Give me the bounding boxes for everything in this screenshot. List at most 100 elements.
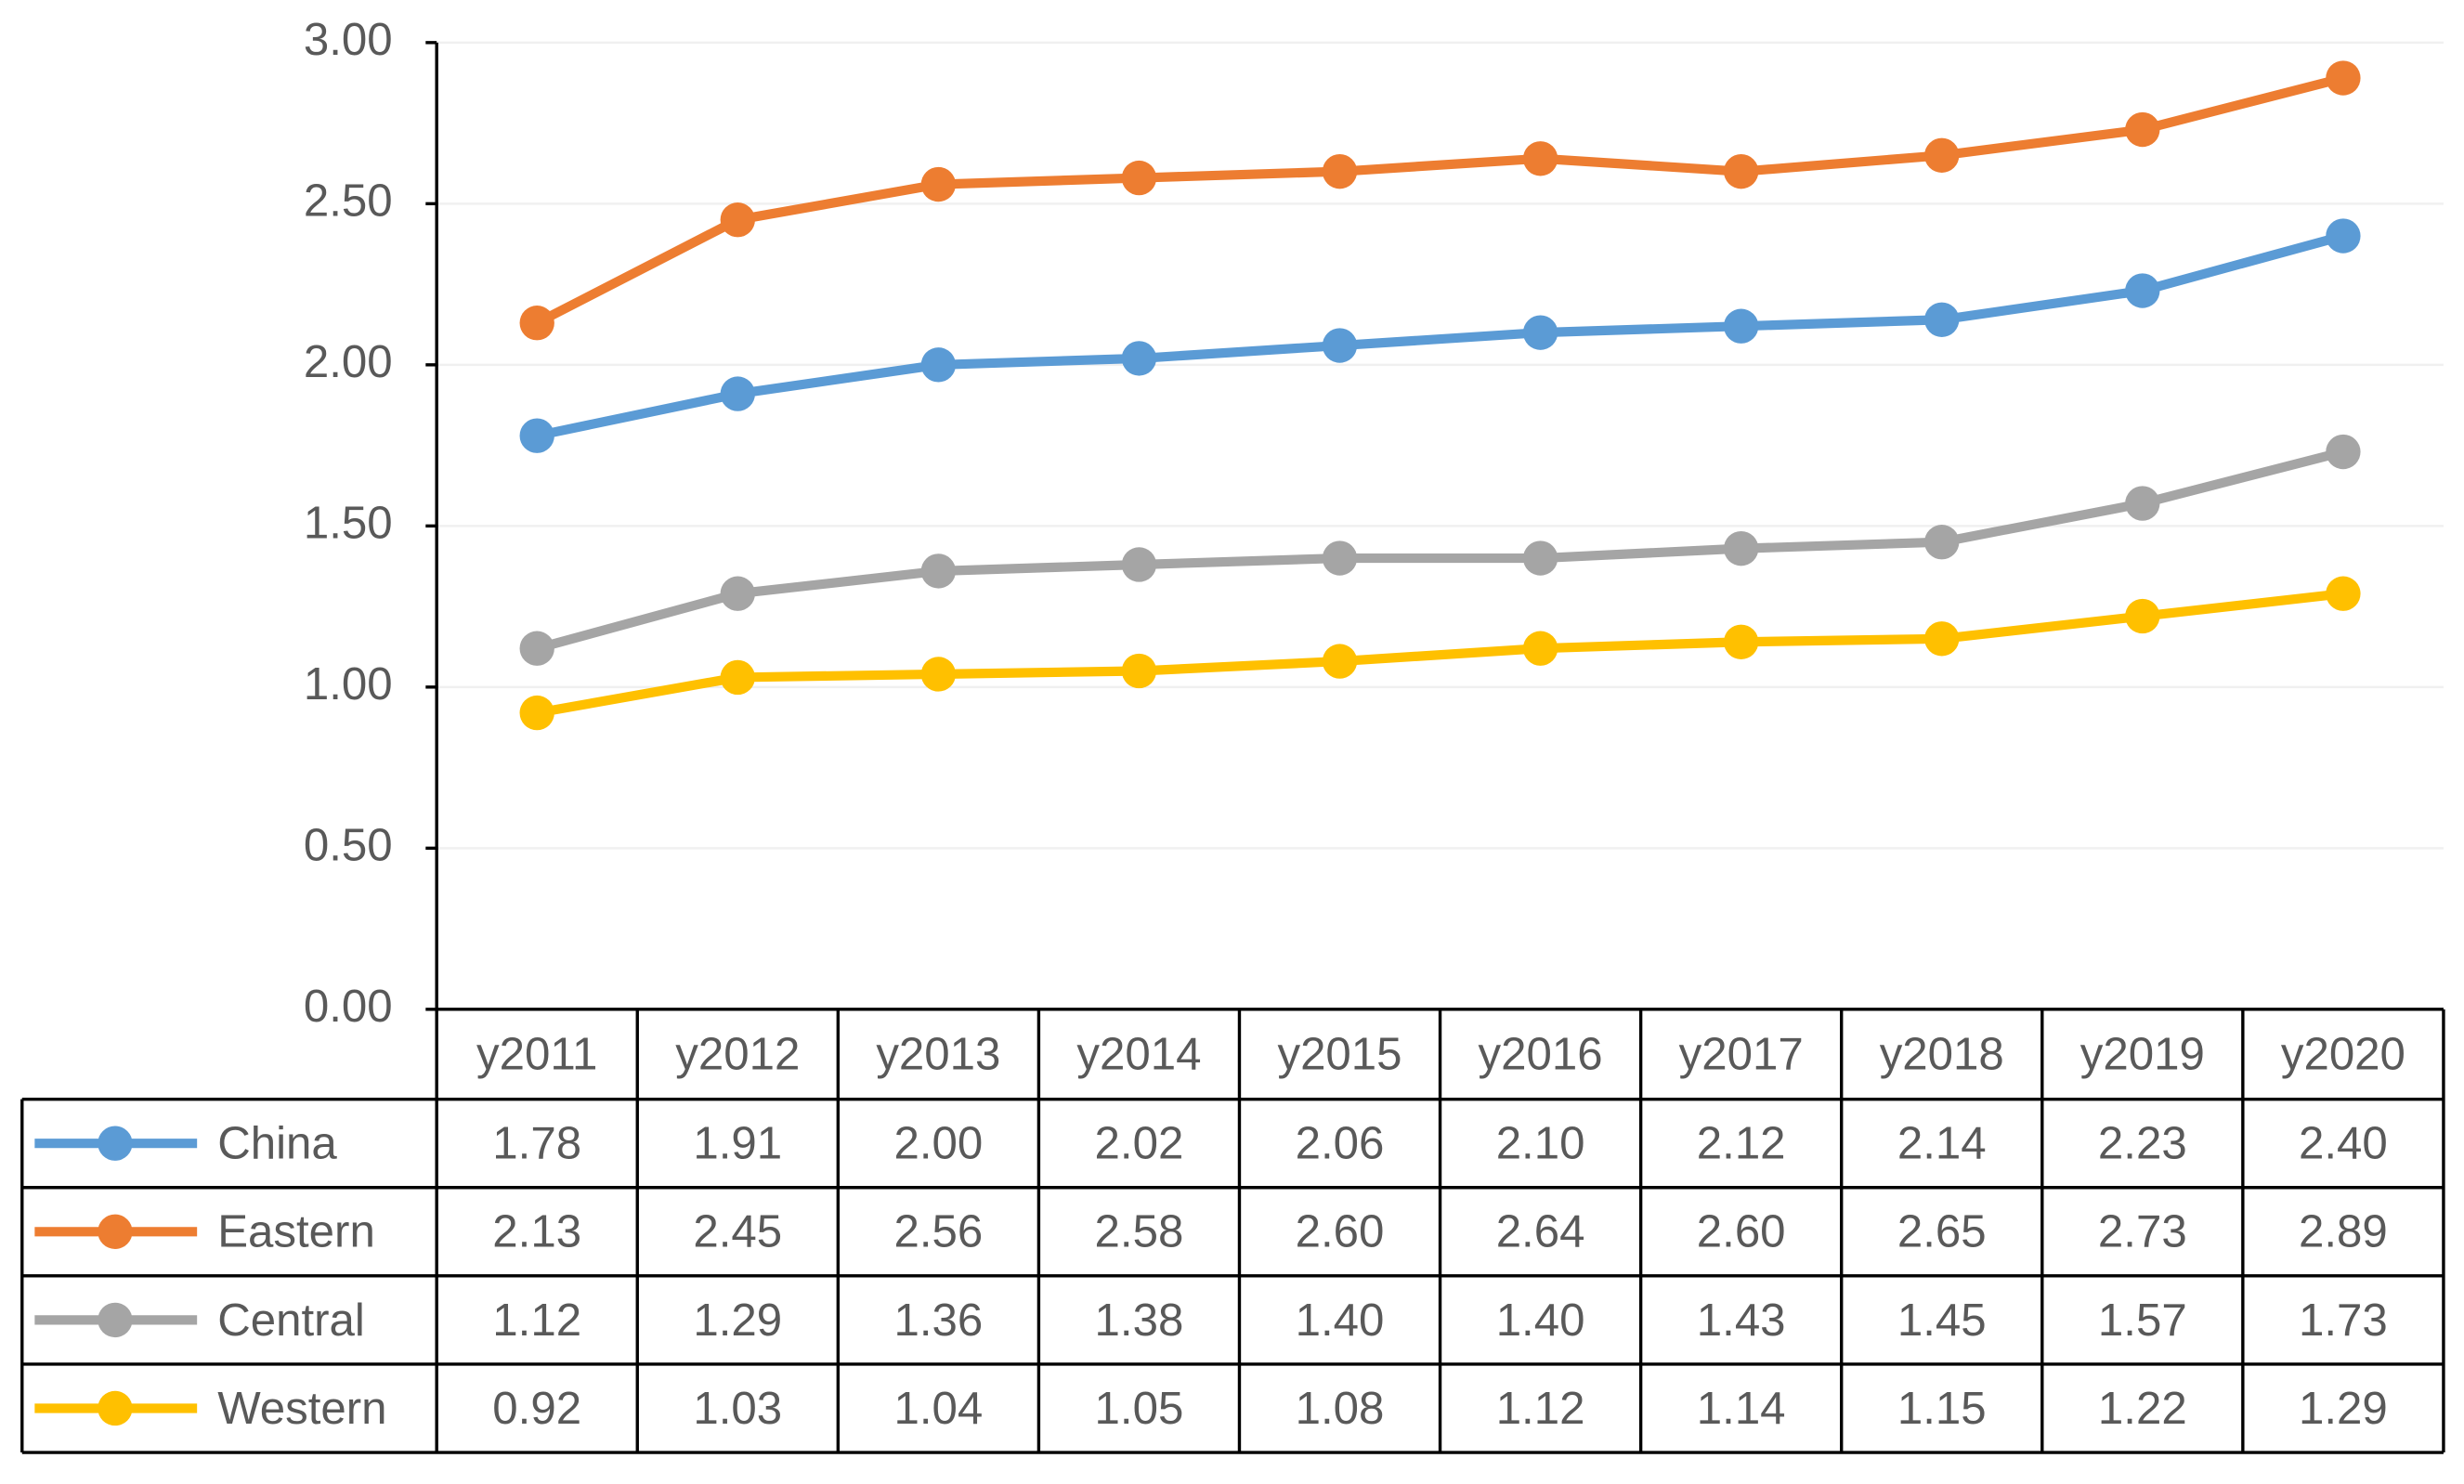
series-line [536, 231, 2345, 441]
y-tick-label: 1.50 [304, 497, 393, 548]
table-cell: 1.22 [2098, 1383, 2187, 1434]
data-point [519, 418, 554, 453]
data-point [2326, 218, 2361, 254]
data-point [1522, 141, 1558, 176]
x-tick-label: y2015 [1277, 1029, 1401, 1080]
table-cell: 2.45 [693, 1206, 782, 1257]
table-cell: 2.60 [1697, 1206, 1786, 1257]
data-point [1121, 653, 1157, 689]
legend-marker [98, 1214, 133, 1249]
table-cell: 1.29 [2299, 1383, 2388, 1434]
legend-label: Central [217, 1295, 365, 1346]
y-tick-label: 3.00 [304, 14, 393, 65]
table-cell: 1.05 [1095, 1383, 1184, 1434]
y-tick-label: 1.00 [304, 658, 393, 709]
data-point [1723, 308, 1759, 344]
data-point [1723, 624, 1759, 659]
data-point [920, 166, 957, 202]
y-tick-label: 2.00 [304, 336, 393, 387]
table-cell: 2.56 [893, 1206, 983, 1257]
data-point [2125, 598, 2160, 634]
table-cell: 1.14 [1697, 1383, 1786, 1434]
x-tick-label: y2017 [1679, 1029, 1804, 1080]
data-point [920, 553, 957, 589]
legend-label: China [217, 1118, 337, 1169]
data-point [1121, 547, 1157, 582]
legend-marker [98, 1302, 133, 1338]
table-cell: 2.58 [1095, 1206, 1184, 1257]
data-point [720, 376, 755, 411]
table-cell: 0.92 [492, 1383, 581, 1434]
table-cell: 2.02 [1095, 1118, 1184, 1169]
data-point [1924, 302, 1960, 337]
table-cell: 2.73 [2098, 1206, 2187, 1257]
x-tick-label: y2020 [2281, 1029, 2405, 1080]
data-point [920, 657, 957, 692]
data-point [519, 631, 554, 666]
data-point [1322, 540, 1358, 576]
x-tick-label: y2016 [1479, 1029, 1603, 1080]
series-line [534, 73, 2345, 328]
x-tick-label: y2018 [1880, 1029, 2004, 1080]
table-cell: 1.36 [893, 1295, 983, 1346]
table-cell: 2.23 [2098, 1118, 2187, 1169]
table-cell: 2.14 [1897, 1118, 1987, 1169]
table-cell: 1.29 [693, 1295, 782, 1346]
x-tick-label: y2019 [2080, 1029, 2205, 1080]
data-point [720, 576, 755, 611]
table-cell: 2.64 [1496, 1206, 1585, 1257]
table-cell: 2.00 [893, 1118, 983, 1169]
table-cell: 2.89 [2299, 1206, 2388, 1257]
table-cell: 1.08 [1296, 1383, 1385, 1434]
table-cell: 1.45 [1897, 1295, 1987, 1346]
table-cell: 2.65 [1897, 1206, 1987, 1257]
table-cell: 2.40 [2299, 1118, 2388, 1169]
table-cell: 1.12 [492, 1295, 581, 1346]
data-point [2326, 434, 2361, 470]
table-cell: 2.12 [1697, 1118, 1786, 1169]
table-cell: 1.40 [1496, 1295, 1585, 1346]
table-cell: 1.03 [693, 1383, 782, 1434]
data-point [920, 347, 957, 383]
table-cell: 2.60 [1296, 1206, 1385, 1257]
data-point [2326, 60, 2361, 96]
series-line [535, 447, 2345, 654]
x-tick-label: y2012 [675, 1029, 800, 1080]
series-line [536, 589, 2344, 718]
data-point [1121, 341, 1157, 376]
table-cell: 1.15 [1897, 1383, 1987, 1434]
table-cell: 1.38 [1095, 1295, 1184, 1346]
data-point [1924, 525, 1960, 560]
data-point [2125, 486, 2160, 521]
data-point [720, 202, 755, 238]
data-point [1924, 137, 1960, 173]
x-tick-label: y2014 [1076, 1029, 1201, 1080]
table-cell: 1.40 [1296, 1295, 1385, 1346]
x-tick-label: y2011 [476, 1029, 597, 1080]
data-point [1522, 315, 1558, 350]
table-cell: 1.78 [492, 1118, 581, 1169]
data-point [1522, 540, 1558, 576]
table-cell: 1.73 [2299, 1295, 2388, 1346]
data-point [519, 695, 554, 731]
data-point [1322, 644, 1358, 679]
table-cell: 2.06 [1296, 1118, 1385, 1169]
legend-marker [98, 1390, 133, 1426]
data-point [720, 659, 755, 696]
data-point [1121, 160, 1157, 196]
y-tick-label: 0.00 [304, 981, 393, 1032]
data-point [519, 306, 554, 341]
data-point [2125, 111, 2160, 148]
legend-label: Western [217, 1383, 386, 1434]
data-point [1322, 328, 1358, 363]
table-cell: 2.13 [492, 1206, 581, 1257]
legend-marker [98, 1126, 133, 1161]
y-tick-label: 0.50 [304, 819, 393, 870]
y-tick-label: 2.50 [304, 175, 393, 226]
table-cell: 2.10 [1496, 1118, 1585, 1169]
data-point [1723, 153, 1759, 189]
data-point [2326, 576, 2361, 611]
table-cell: 1.12 [1496, 1383, 1585, 1434]
data-point [1924, 621, 1960, 657]
